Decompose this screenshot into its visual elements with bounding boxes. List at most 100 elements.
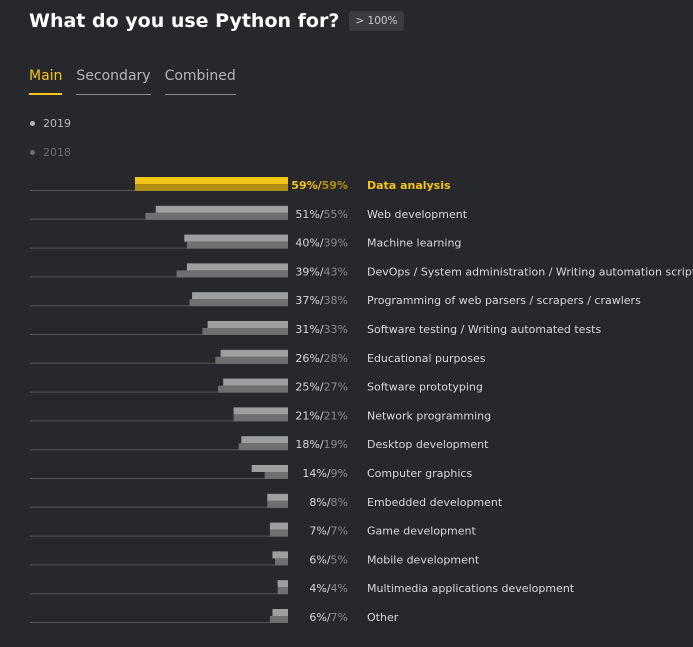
category-label: Machine learning: [367, 237, 461, 250]
bar-2019: [192, 292, 288, 300]
value-label-2018: 19%: [324, 438, 348, 451]
category-label: Data analysis: [367, 179, 451, 192]
value-label-2019: 25%/: [295, 381, 323, 394]
value-label: 59%/59%: [291, 179, 348, 192]
value-label: 51%/55%: [295, 208, 348, 221]
category-label: Software prototyping: [367, 381, 483, 394]
value-label: 6%/5%: [309, 553, 348, 566]
category-label: Multimedia applications development: [367, 582, 575, 595]
value-label: 25%/27%: [295, 381, 348, 394]
bar-2019: [207, 321, 288, 328]
legend-item-2018[interactable]: 2018: [30, 146, 71, 159]
bar-2019: [267, 493, 288, 501]
bar-2019: [155, 205, 288, 213]
bar-2018: [145, 212, 288, 220]
bar-2019: [272, 609, 288, 616]
legend-dot-2019-icon: [30, 121, 35, 126]
value-label-2019: 6%/: [309, 553, 330, 566]
value-label: 31%/33%: [295, 323, 348, 336]
value-label-2018: 27%: [324, 381, 348, 394]
bar-2018: [176, 270, 288, 278]
bar-2018: [277, 587, 288, 595]
value-label: 7%/7%: [309, 525, 348, 538]
value-label-2019: 7%/: [309, 525, 330, 538]
value-label-2018: 9%: [331, 467, 348, 480]
category-label: Embedded development: [367, 496, 503, 509]
bar-2018: [202, 328, 288, 335]
value-label-2018: 4%: [331, 582, 348, 595]
category-label: Desktop development: [367, 438, 489, 451]
value-label-2019: 26%/: [295, 352, 323, 365]
value-label-2018: 21%: [324, 409, 348, 422]
value-label-2019: 8%/: [309, 496, 330, 509]
value-label: 4%/4%: [309, 582, 348, 595]
bar-2018: [217, 385, 288, 393]
value-label-2019: 6%/: [309, 611, 330, 624]
bar-2018: [267, 500, 288, 508]
value-label-2019: 40%/: [295, 237, 323, 250]
value-label-2018: 28%: [324, 352, 348, 365]
value-label-2019: 4%/: [309, 582, 330, 595]
value-label: 6%/7%: [309, 611, 348, 624]
legend-item-2019[interactable]: 2019: [30, 117, 71, 130]
value-label: 37%/38%: [295, 294, 348, 307]
value-label-2018: 5%: [331, 553, 348, 566]
value-label-2019: 31%/: [295, 323, 323, 336]
bar-2019: [272, 551, 288, 559]
bar-2019: [135, 177, 288, 184]
value-label: 14%/9%: [302, 467, 348, 480]
category-label: Network programming: [367, 409, 491, 422]
bar-2018: [135, 184, 288, 191]
bar-2018: [275, 558, 288, 566]
bar-2019: [269, 522, 288, 530]
bar-2019: [241, 436, 288, 444]
tab-main[interactable]: Main: [29, 68, 63, 95]
bar-2018: [238, 443, 288, 451]
value-label: 21%/21%: [295, 409, 348, 422]
value-label: 40%/39%: [295, 237, 348, 250]
value-label-2018: 33%: [324, 323, 348, 336]
bar-2019: [186, 263, 288, 271]
value-label-2019: 21%/: [295, 409, 323, 422]
bar-2019: [251, 465, 288, 472]
value-label-2019: 59%/: [291, 179, 322, 192]
value-label-2018: 39%: [324, 237, 348, 250]
value-label-2018: 55%: [324, 208, 348, 221]
tab-secondary[interactable]: Secondary: [76, 68, 151, 95]
category-label: Programming of web parsers / scrapers / …: [367, 294, 641, 307]
legend-label-2019: 2019: [43, 117, 71, 130]
bar-2018: [189, 299, 288, 307]
category-label: Game development: [367, 525, 476, 538]
tab-combined[interactable]: Combined: [164, 68, 236, 95]
bar-2019: [233, 407, 288, 415]
category-label: Educational purposes: [367, 352, 486, 365]
title-row: What do you use Python for? > 100%: [29, 10, 404, 32]
legend-dot-2018-icon: [30, 150, 35, 155]
bar-2018: [269, 616, 288, 623]
value-label: 8%/8%: [309, 496, 348, 509]
value-label-2018: 8%: [331, 496, 348, 509]
value-label-2018: 7%: [331, 611, 348, 624]
value-label-2018: 59%: [322, 179, 348, 192]
value-label: 39%/43%: [295, 265, 348, 278]
bar-2018: [215, 356, 288, 364]
value-label: 18%/19%: [295, 438, 348, 451]
legend-label-2018: 2018: [43, 146, 71, 159]
bar-2018: [264, 472, 288, 479]
value-label: 26%/28%: [295, 352, 348, 365]
bar-2018: [233, 414, 288, 422]
percent-badge[interactable]: > 100%: [349, 11, 404, 31]
bar-2019: [184, 234, 288, 242]
bar-2019: [220, 349, 288, 357]
tab-bar: Main Secondary Combined: [29, 68, 250, 95]
category-label: Other: [367, 611, 399, 624]
category-label: Web development: [367, 208, 468, 221]
value-label-2018: 7%: [331, 525, 348, 538]
category-label: Computer graphics: [367, 467, 472, 480]
value-label-2019: 51%/: [295, 208, 323, 221]
bar-2018: [269, 529, 288, 537]
value-label-2018: 38%: [324, 294, 348, 307]
value-label-2019: 14%/: [302, 467, 330, 480]
bar-2019: [277, 580, 288, 588]
